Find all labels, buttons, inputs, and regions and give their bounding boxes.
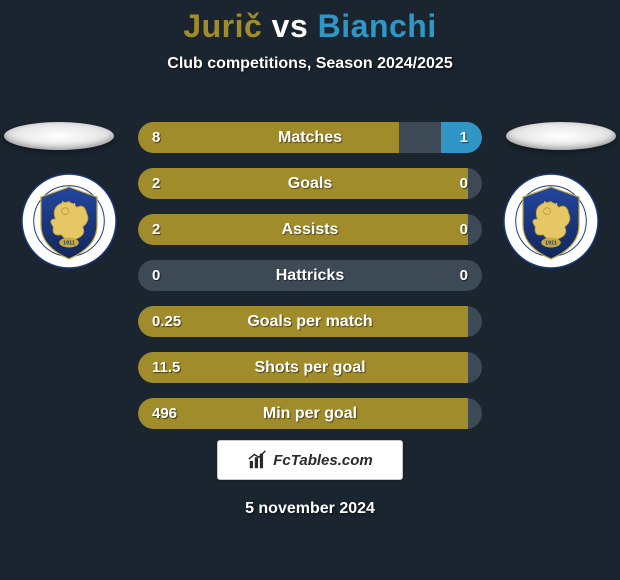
left-player-marker xyxy=(4,122,114,150)
player2-name: Bianchi xyxy=(318,8,437,44)
stat-bar: 496Min per goal xyxy=(138,398,482,429)
bar-label: Shots per goal xyxy=(138,359,482,377)
stat-bar: 11.5Shots per goal xyxy=(138,352,482,383)
watermark: FcTables.com xyxy=(217,440,403,480)
date-text: 5 november 2024 xyxy=(0,500,620,518)
bar-label: Min per goal xyxy=(138,405,482,423)
svg-text:1911: 1911 xyxy=(545,241,557,247)
player1-name: Jurič xyxy=(183,8,262,44)
subtitle: Club competitions, Season 2024/2025 xyxy=(0,55,620,73)
stat-bars: 81Matches 20Goals 20Assists 00Hattricks 0.25… xyxy=(138,122,482,444)
page-title: Jurič vs Bianchi xyxy=(0,8,620,45)
shield-icon: 1911 xyxy=(20,172,118,270)
watermark-text: FcTables.com xyxy=(273,452,372,469)
svg-text:1911: 1911 xyxy=(63,241,75,247)
bar-label: Goals per match xyxy=(138,313,482,331)
bar-label: Goals xyxy=(138,175,482,193)
stat-bar: 0.25Goals per match xyxy=(138,306,482,337)
right-club-badge: 1911 xyxy=(502,172,600,270)
comparison-infographic: Jurič vs Bianchi Club competitions, Seas… xyxy=(0,0,620,580)
bar-label: Assists xyxy=(138,221,482,239)
left-club-badge: 1911 xyxy=(20,172,118,270)
right-player-marker xyxy=(506,122,616,150)
stat-bar: 00Hattricks xyxy=(138,260,482,291)
stat-bar: 81Matches xyxy=(138,122,482,153)
stat-bar: 20Goals xyxy=(138,168,482,199)
bar-label: Hattricks xyxy=(138,267,482,285)
bar-label: Matches xyxy=(138,129,482,147)
vs-text: vs xyxy=(272,8,309,44)
stat-bar: 20Assists xyxy=(138,214,482,245)
shield-icon: 1911 xyxy=(502,172,600,270)
chart-icon xyxy=(247,449,269,471)
